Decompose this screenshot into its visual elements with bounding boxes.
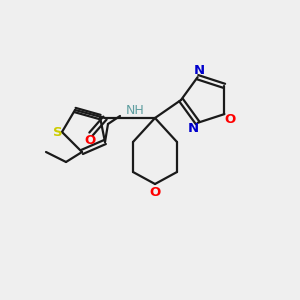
Text: O: O <box>225 112 236 126</box>
Text: O: O <box>84 134 96 148</box>
Text: N: N <box>188 122 199 135</box>
Text: N: N <box>194 64 205 77</box>
Text: NH: NH <box>126 103 144 116</box>
Text: S: S <box>53 125 63 139</box>
Text: O: O <box>149 185 161 199</box>
